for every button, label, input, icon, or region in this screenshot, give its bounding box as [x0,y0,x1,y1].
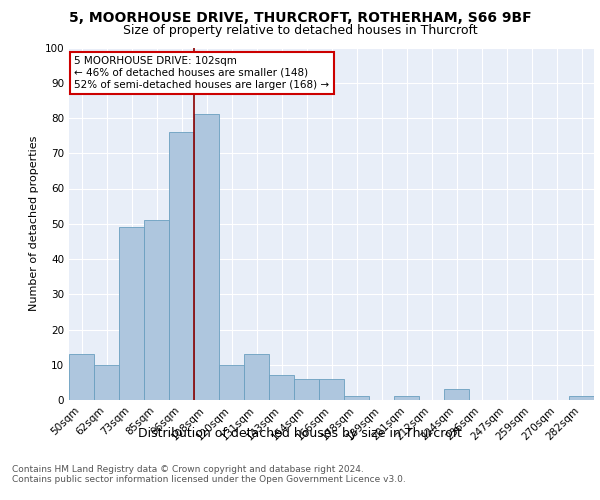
Text: Contains HM Land Registry data © Crown copyright and database right 2024.
Contai: Contains HM Land Registry data © Crown c… [12,465,406,484]
Bar [444,390,469,400]
Bar [269,376,294,400]
Bar [94,365,119,400]
Bar [569,396,594,400]
Y-axis label: Number of detached properties: Number of detached properties [29,136,39,312]
Bar [69,354,94,400]
Text: Size of property relative to detached houses in Thurcroft: Size of property relative to detached ho… [122,24,478,37]
Text: 5, MOORHOUSE DRIVE, THURCROFT, ROTHERHAM, S66 9BF: 5, MOORHOUSE DRIVE, THURCROFT, ROTHERHAM… [68,11,532,25]
Bar [144,220,169,400]
Bar [244,354,269,400]
Bar [319,379,344,400]
Text: 5 MOORHOUSE DRIVE: 102sqm
← 46% of detached houses are smaller (148)
52% of semi: 5 MOORHOUSE DRIVE: 102sqm ← 46% of detac… [74,56,329,90]
Bar [219,365,244,400]
Bar [294,379,319,400]
Bar [344,396,369,400]
Bar [194,114,219,400]
Bar [169,132,194,400]
Bar [119,228,144,400]
Bar [394,396,419,400]
Text: Distribution of detached houses by size in Thurcroft: Distribution of detached houses by size … [138,428,462,440]
